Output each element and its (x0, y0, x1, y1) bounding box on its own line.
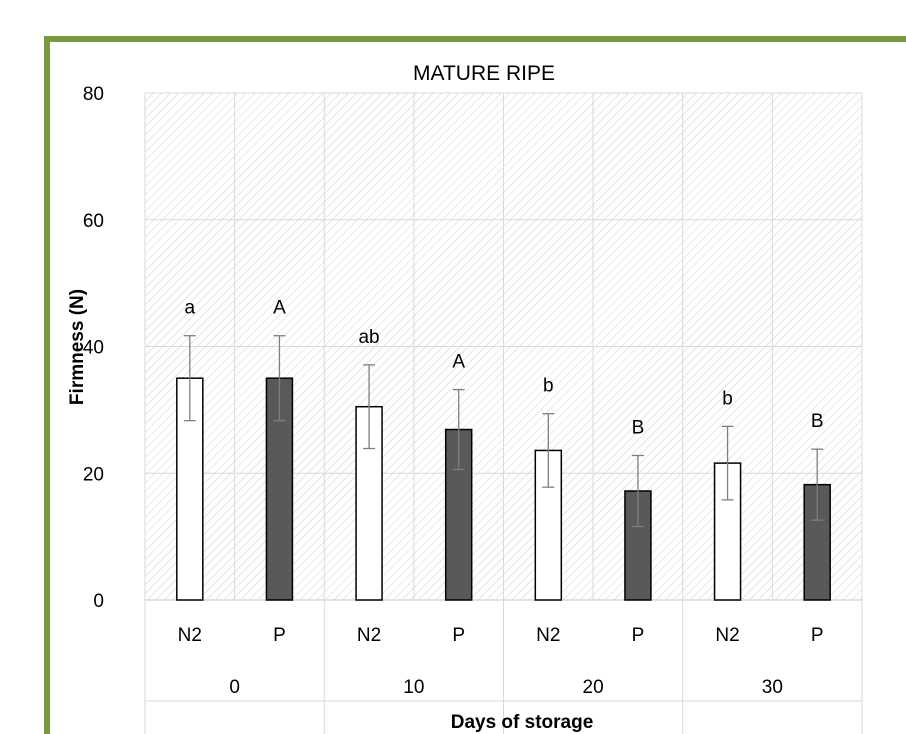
significance-letter: a (185, 298, 196, 319)
x-group-label: 10 (403, 677, 424, 698)
x-tick-label: P (273, 625, 286, 646)
x-group-label: 0 (229, 677, 240, 698)
y-tick-label: 0 (93, 591, 104, 612)
x-axis-label: Days of storage (451, 712, 594, 733)
x-tick-label: N2 (357, 625, 381, 646)
y-tick-label: 20 (83, 464, 104, 485)
chart-title: MATURE RIPE (413, 62, 555, 85)
x-tick-label: P (632, 625, 645, 646)
x-tick-label: P (811, 625, 824, 646)
significance-letter: ab (358, 327, 379, 348)
y-axis-label: Firmness (N) (67, 289, 88, 405)
x-tick-label: N2 (178, 625, 202, 646)
x-tick-label: N2 (536, 625, 560, 646)
y-tick-label: 60 (83, 211, 104, 232)
significance-letter: b (543, 376, 554, 397)
significance-letter: A (273, 298, 286, 319)
y-tick-label: 80 (83, 84, 104, 105)
x-tick-label: P (452, 625, 465, 646)
significance-letter: b (722, 388, 733, 409)
significance-letter: B (811, 411, 824, 432)
significance-letter: B (632, 418, 645, 439)
x-tick-label: N2 (715, 625, 739, 646)
significance-letter: A (452, 352, 465, 373)
x-group-label: 30 (762, 677, 783, 698)
x-group-label: 20 (583, 677, 604, 698)
